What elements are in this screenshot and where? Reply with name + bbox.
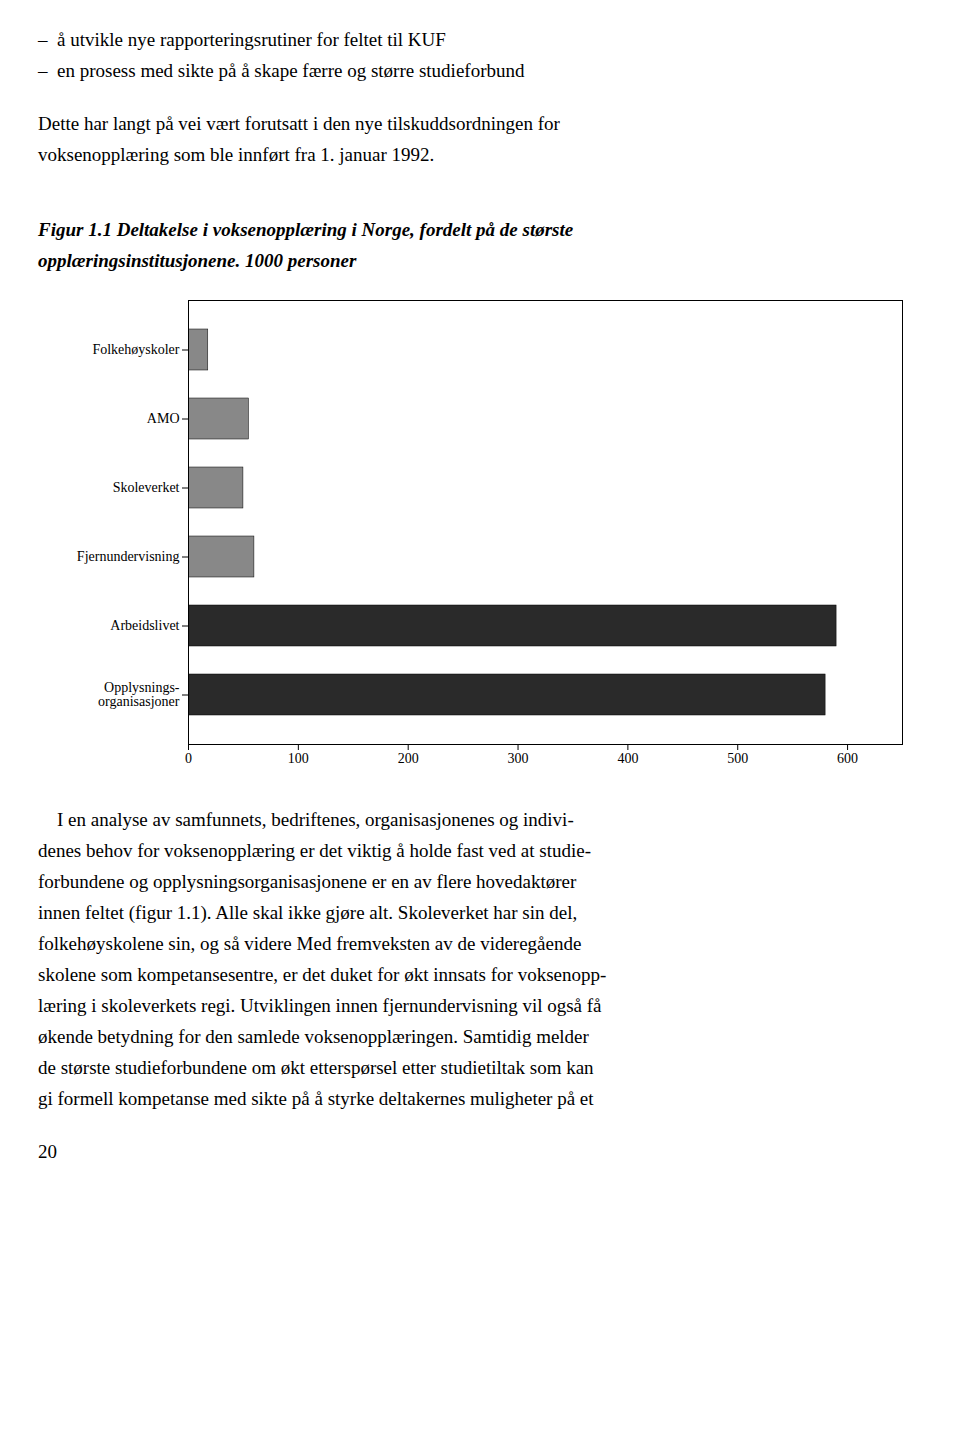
svg-text:300: 300: [508, 751, 529, 766]
svg-text:Arbeidslivet: Arbeidslivet: [110, 618, 179, 633]
html-text:voksenopplæring som ble innfør: voksenopplæring som ble innført fra 1. j…: [38, 144, 435, 165]
html-text:I en analyse av samfunnets, be: I en analyse av samfunnets, bedriftenes,…: [38, 809, 574, 830]
html-text:Figur 1.1 Deltakelse i vokseno: Figur 1.1 Deltakelse i voksenopplæring i…: [38, 219, 574, 240]
svg-text:Skoleverket: Skoleverket: [113, 480, 180, 495]
html-text:opplæringsinstitusjonene. 1000: opplæringsinstitusjonene. 1000 personer: [38, 250, 357, 271]
html-text:folkehøyskolene sin, og så vid: folkehøyskolene sin, og så videre Med fr…: [38, 933, 582, 954]
html-text:forbundene og opplysningsorgan: forbundene og opplysningsorganisasjonene…: [38, 871, 577, 892]
html-text:de største studieforbundene om: de største studieforbundene om økt etter…: [38, 1057, 594, 1078]
svg-text:AMO: AMO: [147, 411, 180, 426]
svg-text:0: 0: [185, 751, 192, 766]
html-text:gi formell kompetanse med sikt: gi formell kompetanse med sikte på å sty…: [38, 1088, 594, 1109]
html-text:innen feltet (figur 1.1). Alle: innen feltet (figur 1.1). Alle skal ikke…: [38, 902, 578, 923]
html-text:denes behov for voksenopplærin: denes behov for voksenopplæring er det v…: [38, 840, 591, 861]
svg-text:500: 500: [727, 751, 748, 766]
svg-text:100: 100: [288, 751, 309, 766]
html-text:læring i skoleverkets regi. Ut: læring i skoleverkets regi. Utviklingen …: [38, 995, 602, 1016]
svg-text:400: 400: [617, 751, 638, 766]
html-text:20: 20: [38, 1141, 57, 1162]
svg-text:200: 200: [398, 751, 419, 766]
svg-text:Opplysnings-organisasjoner: Opplysnings-organisasjoner: [98, 680, 180, 709]
svg-text:600: 600: [837, 751, 858, 766]
html-text:– å utvikle nye rapporteringsr: – å utvikle nye rapporteringsrutiner for…: [38, 29, 446, 50]
svg-text:Fjernundervisning: Fjernundervisning: [77, 549, 180, 564]
html-text:skolene som kompetansesentre,: skolene som kompetansesentre, er det duk…: [38, 964, 607, 985]
html-text:Dette har langt på vei vært fo: Dette har langt på vei vært forutsatt i …: [38, 113, 560, 134]
html-text:økende betydning for den samle: økende betydning for den samlede vokseno…: [38, 1026, 589, 1047]
html-text:– en prosess med sikte på å sk: – en prosess med sikte på å skape færre …: [38, 60, 525, 81]
svg-text:Folkehøyskoler: Folkehøyskoler: [92, 342, 179, 357]
